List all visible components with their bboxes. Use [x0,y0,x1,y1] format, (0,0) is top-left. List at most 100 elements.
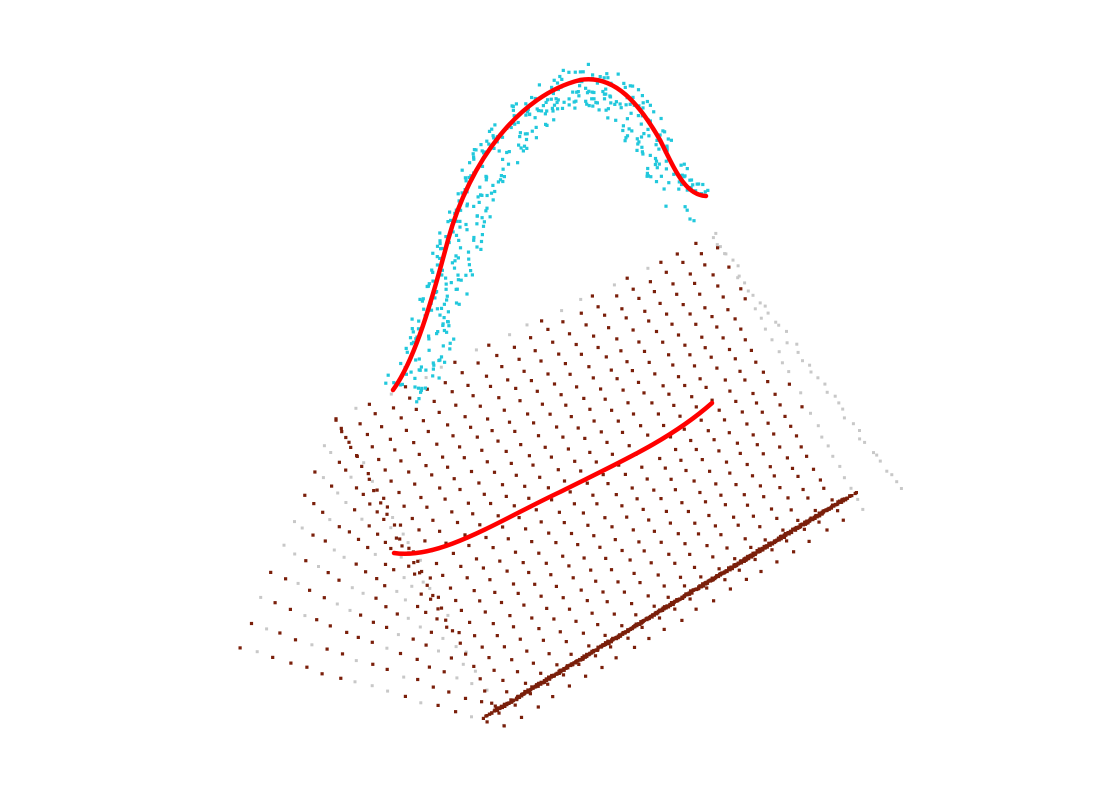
body-point [493,704,497,708]
handle-point [456,273,460,277]
body-point [420,569,424,574]
body-point [492,668,496,672]
handle-point [456,278,460,282]
body-point [606,639,610,643]
body-point [667,552,671,556]
handle-point [629,111,633,115]
handle-point [493,123,497,127]
body-point [539,520,543,524]
body-point [789,508,793,512]
handle-point [419,365,423,369]
handle-point [507,150,511,154]
body-point [326,571,330,575]
body-point [833,503,837,507]
handle-point [653,156,658,161]
body-point [773,392,777,396]
body-point [610,525,614,529]
handle-point [437,376,441,380]
body-point [749,545,753,549]
handle-point [409,370,413,374]
handle-point [657,162,661,166]
body-point [680,618,684,622]
handle-point [523,132,527,136]
body-point [661,340,665,344]
handle-point [667,181,671,185]
body-point [683,343,687,347]
handle-point [417,319,421,323]
body-point [668,603,672,607]
handle-point [549,97,553,101]
body-point [325,647,329,651]
body-point [427,665,431,669]
edge-point [402,675,406,679]
body-point [546,486,550,490]
body-point [441,455,445,459]
handle-point [444,282,448,286]
handle-point [467,257,471,261]
body-point [778,486,782,490]
body-point [643,309,647,313]
handle-point [501,167,505,171]
handle-point [527,112,532,117]
body-point [609,368,613,372]
body-point [763,538,767,542]
body-point [585,481,589,485]
body-point [620,430,625,434]
body-point [508,614,512,618]
body-point [485,720,489,724]
body-point [694,607,698,611]
body-point [514,473,518,477]
handle-point [479,247,483,251]
body-point [435,617,439,621]
handle-point [665,145,669,149]
body-point [509,698,513,702]
handle-point [641,101,645,105]
body-point [623,631,627,635]
handle-point [591,104,595,108]
handle-point [545,109,549,113]
body-point [656,573,660,577]
body-point [344,435,348,440]
handle-point [497,149,501,153]
body-point [775,538,779,542]
body-point [504,449,508,453]
edge-point [362,461,366,465]
handle-point [485,139,489,143]
handle-point [524,113,528,117]
handle-point [623,139,627,143]
handle-point [440,273,444,277]
edge-point [763,304,767,308]
body-point [594,579,598,583]
body-point [588,450,592,454]
edge-point [833,394,837,398]
body-point [723,503,727,507]
edge-point [370,479,374,483]
body-point [558,630,562,634]
body-point [463,533,467,537]
body-point [385,505,389,509]
body-point [488,384,493,388]
handle-point [567,70,571,74]
body-point [502,408,506,412]
body-point [620,548,624,553]
body-point [632,571,636,575]
body-point [579,588,583,592]
edge-point [385,646,389,650]
handle-point [585,91,590,95]
body-point [734,483,738,487]
body-point [699,252,703,256]
body-point [392,568,396,572]
body-point [497,396,501,400]
body-point [640,625,644,629]
handle-point [415,400,419,404]
body-point [789,424,793,428]
handle-point [652,110,656,114]
body-point [777,536,781,540]
handle-point [635,137,639,141]
handle-point [640,150,644,154]
edge-point [399,555,403,559]
body-point [591,493,595,497]
handle-point [526,108,530,112]
body-point [684,468,688,473]
body-point [412,561,416,565]
